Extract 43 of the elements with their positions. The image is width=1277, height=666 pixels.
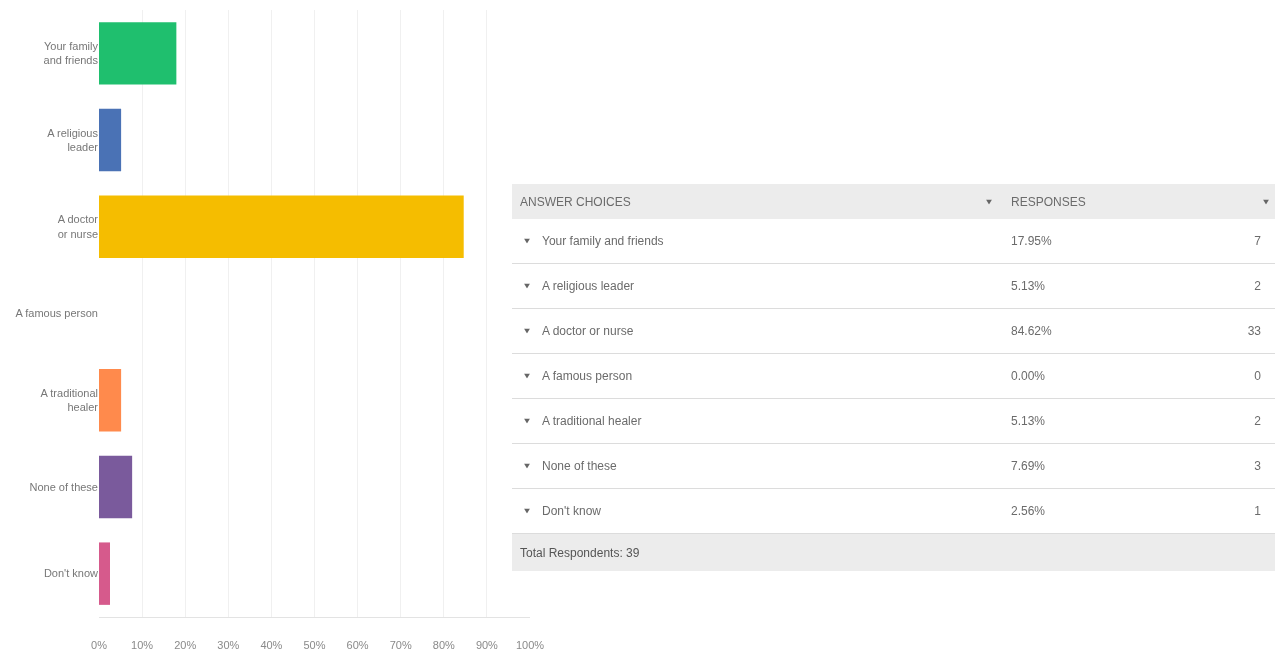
x-tick-label: 20% (174, 639, 197, 652)
x-tick-label: 60% (346, 639, 369, 652)
text: 0.00% (1011, 369, 1046, 383)
y-tick-label: Don't know (43, 567, 99, 580)
text: 2 (1254, 414, 1261, 428)
table-footer: Total Respondents: 39 (512, 534, 1275, 571)
y-tick-label: A doctor or nurse (57, 213, 99, 240)
y-tick-label: None of these (29, 480, 98, 493)
category-label: A doctor or nurse (542, 324, 634, 338)
table-header: ANSWER CHOICES RESPONSES (512, 184, 1275, 219)
text: 33 (1247, 324, 1261, 338)
category-label: Don't know (542, 504, 601, 518)
text: 5.13% (1011, 414, 1046, 428)
text: 2 (1254, 279, 1261, 293)
x-tick-label: 10% (131, 639, 154, 652)
y-tick-label: Your family and friends (43, 40, 99, 67)
text: 84.62% (1011, 324, 1052, 338)
annotation: Total Respondents: 39 (520, 545, 640, 560)
x-tick-label: 100% (515, 639, 545, 652)
category-label: A religious leader (542, 279, 635, 293)
y-tick-label: A religious leader (47, 126, 99, 154)
x-tick-label: 50% (303, 639, 326, 652)
x-tick-label: 40% (260, 639, 283, 652)
category-label: A traditional healer (542, 414, 642, 428)
x-tick-label: 0% (91, 639, 108, 652)
text: 2.56% (1011, 504, 1046, 518)
category-label: A famous person (542, 369, 633, 383)
text: 1 (1254, 504, 1261, 518)
y-tick-label: A famous person (15, 307, 98, 320)
text: 0 (1254, 369, 1261, 383)
category-label: None of these (542, 459, 617, 473)
category-label: Your family and friends (542, 234, 664, 248)
text: 5.13% (1011, 279, 1046, 293)
x-tick-label: 30% (217, 639, 240, 652)
y-tick-label: A traditional healer (40, 386, 99, 414)
x-tick-label: 80% (432, 639, 456, 652)
x-tick-label: 90% (475, 639, 499, 652)
x-tick-label: 70% (389, 639, 412, 652)
text: 3 (1254, 459, 1261, 473)
text: 7 (1254, 234, 1261, 248)
annotation: ANSWER CHOICES (520, 194, 631, 209)
text: 17.95% (1011, 234, 1052, 248)
text: 7.69% (1011, 459, 1046, 473)
